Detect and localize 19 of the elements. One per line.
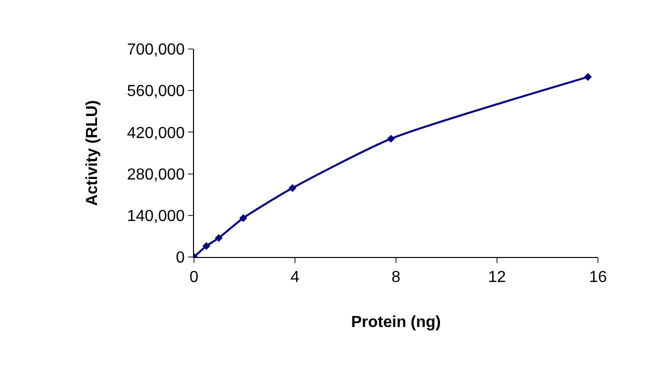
x-tick-label: 12 [488, 269, 506, 286]
y-tick-label: 420,000 [126, 124, 185, 142]
y-tick-label: 0 [176, 250, 185, 267]
y-tick-label: 280,000 [126, 166, 185, 184]
x-tick-label: 8 [392, 269, 401, 286]
x-axis-title: Protein (ng) [351, 314, 441, 331]
y-tick-label: 700,000 [126, 42, 185, 59]
x-tick-label: 4 [290, 269, 300, 286]
y-tick-label: 140,000 [126, 208, 185, 225]
point [214, 234, 223, 242]
point [584, 73, 592, 81]
y-axis-title: Activity (RLU) [84, 100, 101, 206]
x-tick-label: 0 [190, 269, 199, 286]
point [202, 242, 210, 250]
point [387, 134, 395, 143]
x-tick-label: 16 [589, 269, 607, 286]
y-tick-label: 560,000 [126, 83, 185, 100]
point [288, 184, 296, 192]
point [239, 214, 248, 222]
